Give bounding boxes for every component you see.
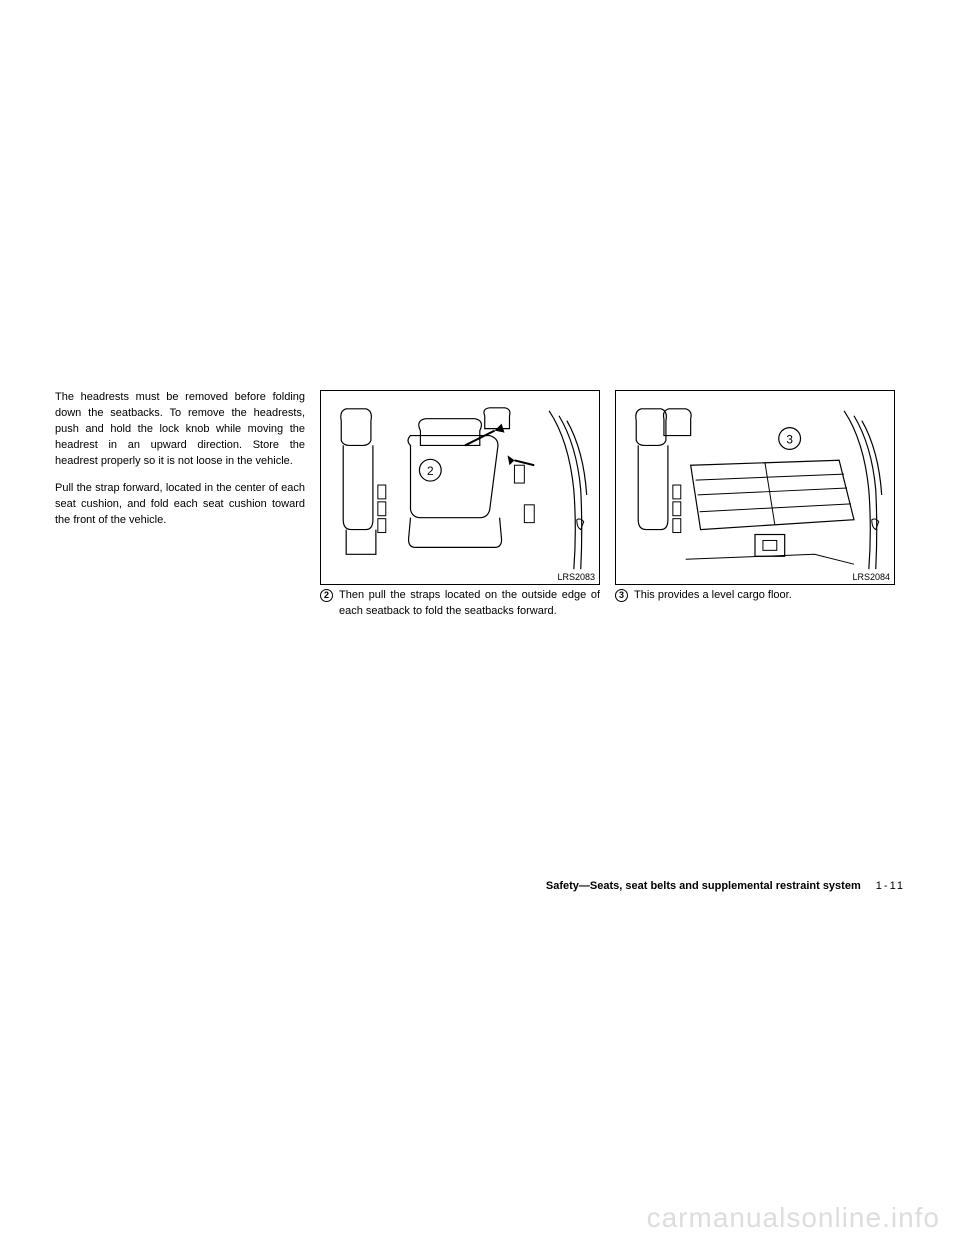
list-item-2: 2 Then pull the straps located on the ou… (320, 588, 600, 620)
item-text-3: This provides a level cargo floor. (634, 588, 895, 604)
list-item-3: 3 This provides a level cargo floor. (615, 588, 895, 604)
para-1: The headrests must be removed before fol… (55, 390, 305, 470)
page-number: 1-11 (876, 880, 905, 892)
column-center: 2 LRS2083 2 Then pull the straps locate (320, 390, 600, 620)
column-right: 3 LRS2084 3 This provides a level cargo … (615, 390, 895, 620)
num-circle-3: 3 (615, 589, 628, 602)
num-circle-2: 2 (320, 589, 333, 602)
figure-label-right: LRS2084 (852, 572, 890, 582)
svg-text:3: 3 (786, 432, 793, 446)
figure-label-center: LRS2083 (557, 572, 595, 582)
seat-fold-diagram-icon: 2 (321, 391, 599, 584)
cargo-floor-diagram-icon: 3 (616, 391, 894, 584)
item-text-2: Then pull the straps located on the outs… (339, 588, 600, 620)
figure-center: 2 LRS2083 (320, 390, 600, 585)
page-footer: Safety—Seats, seat belts and supplementa… (546, 880, 905, 892)
svg-text:2: 2 (427, 464, 434, 478)
para-2: Pull the strap forward, located in the c… (55, 481, 305, 529)
content-area: The headrests must be removed before fol… (55, 390, 905, 620)
watermark-text: carmanualsonline.info (647, 1202, 940, 1234)
figure-right: 3 LRS2084 (615, 390, 895, 585)
section-title: Safety—Seats, seat belts and supplementa… (546, 880, 861, 892)
column-left: The headrests must be removed before fol… (55, 390, 305, 620)
